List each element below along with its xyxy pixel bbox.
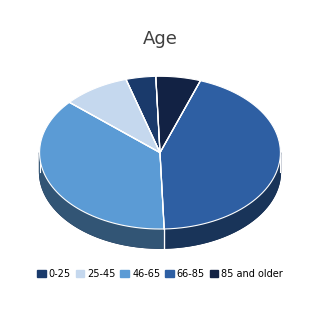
Polygon shape bbox=[156, 76, 200, 153]
Polygon shape bbox=[40, 153, 164, 248]
Legend: 0-25, 25-45, 46-65, 66-85, 85 and older: 0-25, 25-45, 46-65, 66-85, 85 and older bbox=[33, 265, 287, 283]
Polygon shape bbox=[160, 81, 280, 229]
Polygon shape bbox=[69, 79, 160, 153]
Polygon shape bbox=[126, 76, 160, 153]
Polygon shape bbox=[164, 153, 280, 248]
Title: Age: Age bbox=[143, 30, 177, 48]
Polygon shape bbox=[40, 102, 164, 229]
Polygon shape bbox=[40, 153, 280, 248]
